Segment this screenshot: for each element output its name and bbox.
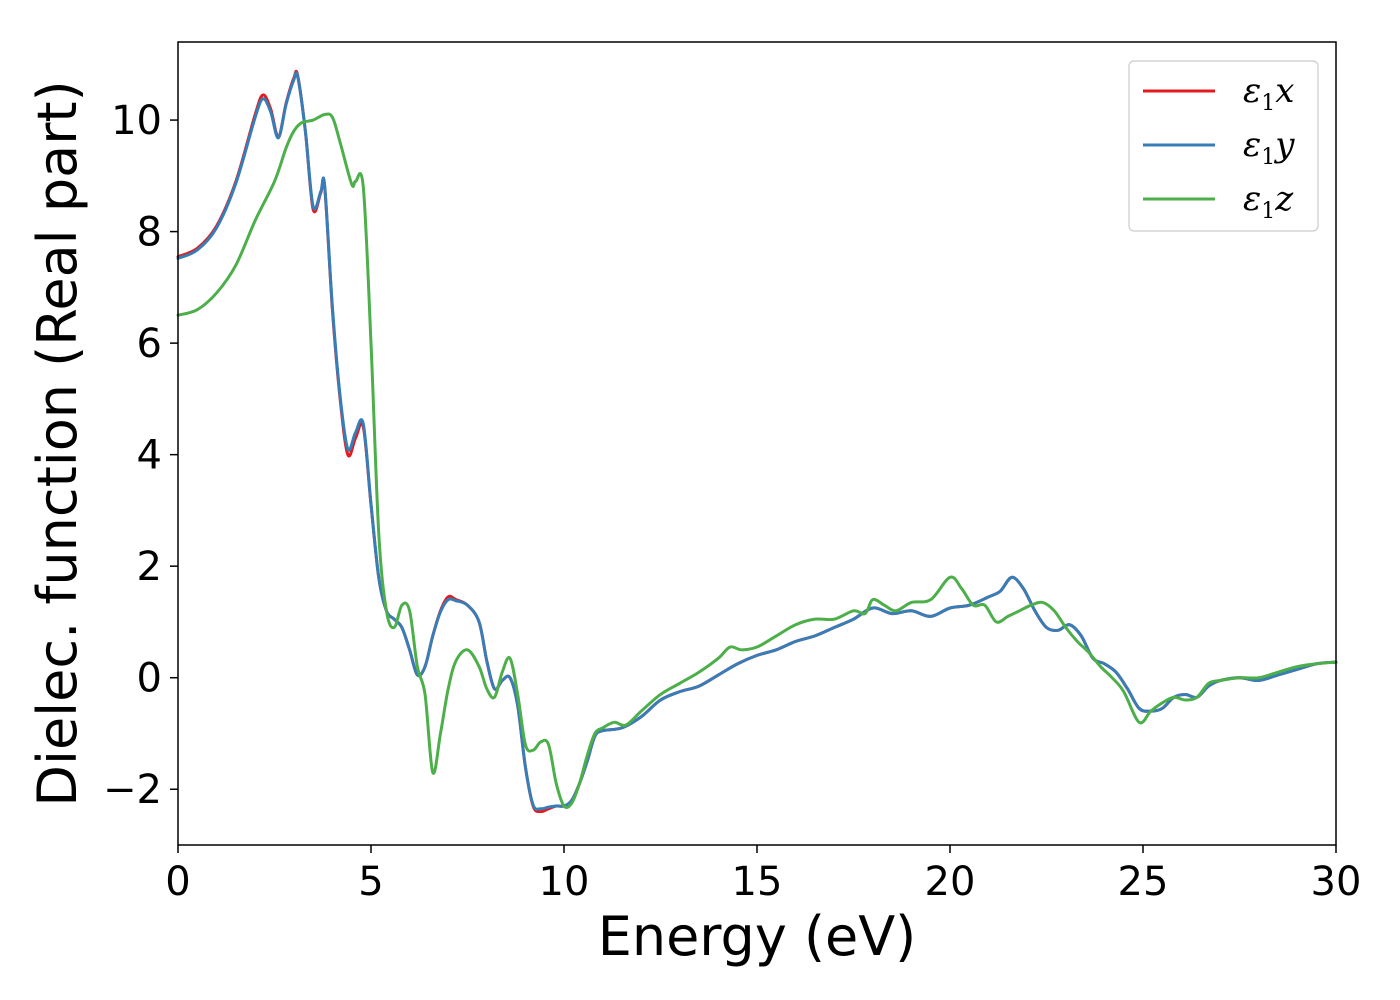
series-layer [176, 69, 1338, 814]
x-tick-label: 5 [358, 859, 383, 905]
x-tick-label: 30 [1311, 859, 1362, 905]
y-tick-label: 0 [137, 656, 162, 702]
x-tick-label: 25 [1118, 859, 1169, 905]
y-tick-label: 4 [137, 433, 162, 479]
x-tick-label: 15 [732, 859, 783, 905]
series-line-ε1y [176, 71, 1338, 811]
y-tick-label: 10 [111, 98, 162, 144]
legend-label: ε1z [1243, 179, 1294, 224]
series-line-ε1z [176, 112, 1338, 809]
y-axis-title: Dielec. function (Real part) [26, 80, 89, 806]
x-axis-title: Energy (eV) [598, 905, 917, 968]
x-tick-label: 0 [165, 859, 190, 905]
legend: ε1x ε1y ε1z [1128, 60, 1319, 232]
y-tick-label: 2 [137, 544, 162, 590]
x-tick-label: 10 [539, 859, 590, 905]
legend-box [1128, 60, 1319, 232]
legend-label: ε1x [1243, 71, 1294, 116]
y-tick-label: 8 [137, 210, 162, 256]
x-tick-label: 20 [925, 859, 976, 905]
legend-label: ε1y [1243, 125, 1295, 170]
y-tick-label: −2 [103, 767, 162, 813]
y-tick-label: 6 [137, 321, 162, 367]
